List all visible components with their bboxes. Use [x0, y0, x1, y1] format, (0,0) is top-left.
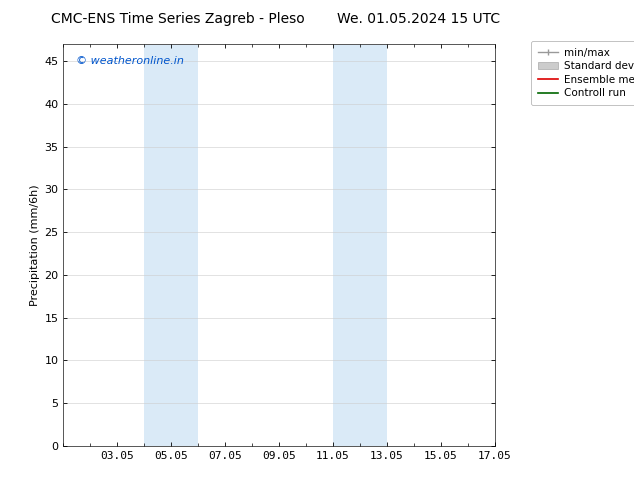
Text: CMC-ENS Time Series Zagreb - Pleso: CMC-ENS Time Series Zagreb - Pleso: [51, 12, 304, 26]
Y-axis label: Precipitation (mm/6h): Precipitation (mm/6h): [30, 184, 40, 306]
Bar: [145, 44, 198, 446]
Bar: [359, 44, 387, 446]
Text: We. 01.05.2024 15 UTC: We. 01.05.2024 15 UTC: [337, 12, 500, 26]
Text: © weatheronline.in: © weatheronline.in: [76, 56, 184, 66]
Legend: min/max, Standard deviation, Ensemble mean run, Controll run: min/max, Standard deviation, Ensemble me…: [531, 41, 634, 105]
Bar: [333, 44, 360, 446]
